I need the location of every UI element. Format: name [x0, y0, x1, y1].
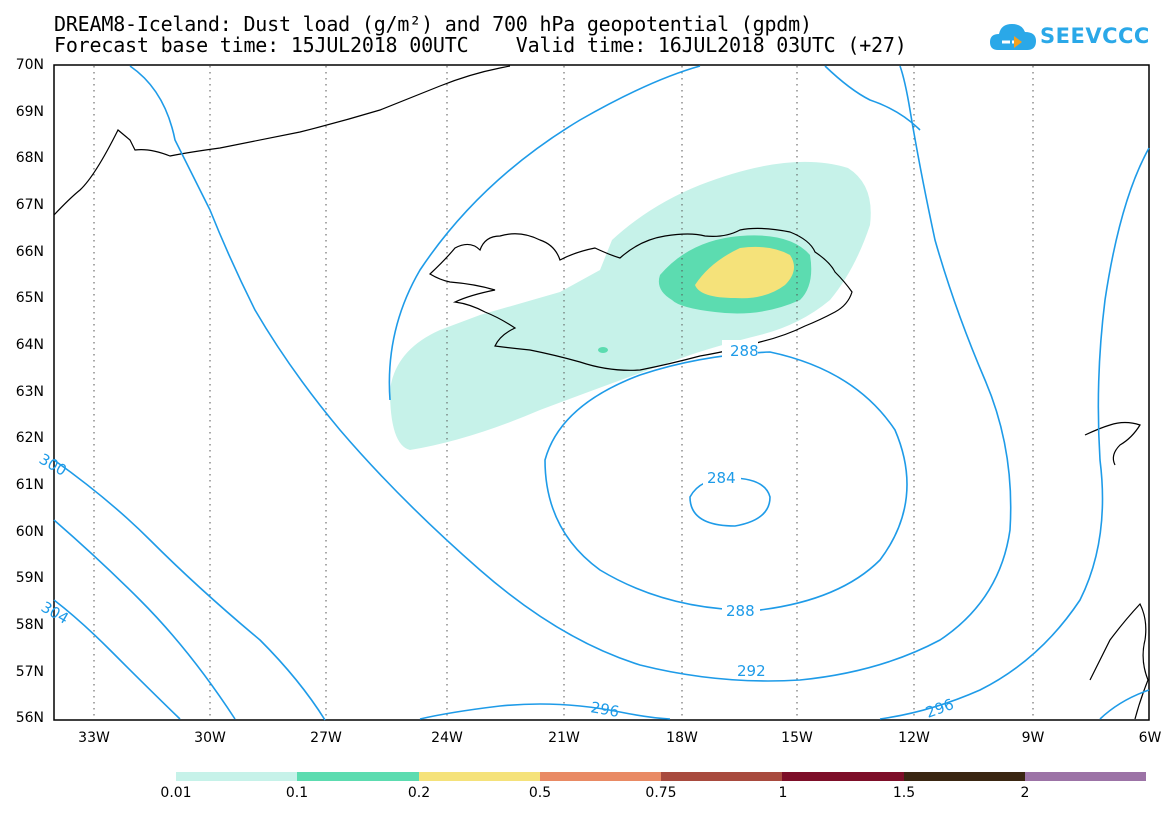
lon-label: 33W: [78, 730, 110, 746]
colorbar-segment: [176, 772, 298, 781]
lat-label: 69N: [15, 104, 44, 120]
colorbar-label: 1.5: [892, 785, 916, 801]
geopotential-contours: [53, 65, 1150, 721]
logo-text: SEEVCCC: [1040, 24, 1150, 48]
lat-label: 58N: [15, 617, 44, 633]
contour-label: 292: [737, 662, 766, 680]
contour-label: 288: [726, 602, 755, 620]
lat-label: 56N: [15, 710, 44, 726]
contour-296-south: [419, 703, 671, 720]
grid-lines: [93, 66, 1034, 719]
colorbar-label: 1: [778, 785, 788, 801]
dust-load-shading: [390, 161, 871, 451]
contour-se-corner: [1099, 689, 1150, 720]
dust-region-high: [695, 246, 794, 299]
contour-292: [129, 65, 1012, 682]
lat-label: 59N: [15, 570, 44, 586]
colorbar-segment: [418, 772, 540, 781]
lon-label: 12W: [898, 730, 930, 746]
lon-label: 9W: [1021, 730, 1045, 746]
lon-label: 18W: [666, 730, 698, 746]
contour-label: 296: [923, 695, 956, 722]
contour-296-se: [879, 147, 1150, 720]
seevccc-logo: SEEVCCC: [988, 18, 1149, 58]
colorbar-segment: [1025, 772, 1147, 781]
contour-label: 288: [730, 342, 759, 360]
dust-colorbar: [176, 772, 1147, 781]
colorbar-segment: [661, 772, 783, 781]
colorbar-segment: [903, 772, 1026, 781]
colorbar-label: 0.2: [407, 785, 431, 801]
contour-inner-292: [388, 65, 701, 401]
lat-label: 70N: [15, 57, 44, 73]
lon-label: 24W: [431, 730, 463, 746]
dust-spot: [598, 347, 608, 353]
colorbar-label: 2: [1020, 785, 1030, 801]
lon-label: 27W: [310, 730, 342, 746]
lon-label: 6W: [1138, 730, 1162, 746]
contour-label: 284: [707, 469, 736, 487]
colorbar-label: 0.5: [528, 785, 552, 801]
colorbar-segment: [297, 772, 419, 781]
dust-region-low: [390, 161, 871, 451]
lat-label: 67N: [15, 197, 44, 213]
lat-label: 66N: [15, 244, 44, 260]
colorbar-label: 0.75: [645, 785, 677, 801]
colorbar-segment: [782, 772, 904, 781]
contour-296a: [53, 459, 326, 721]
lat-label: 62N: [15, 430, 44, 446]
contour-label: 300: [36, 450, 70, 480]
lat-label: 63N: [15, 384, 44, 400]
colorbar-label: 0.1: [285, 785, 309, 801]
forecast-time-line: Forecast base time: 15JUL2018 00UTC Vali…: [54, 33, 907, 57]
lat-label: 61N: [15, 477, 44, 493]
map-frame: [53, 64, 1150, 721]
lat-label: 60N: [15, 524, 44, 540]
cloud-icon: [990, 24, 1036, 50]
lat-label: 65N: [15, 290, 44, 306]
map-title: DREAM8-Iceland: Dust load (g/m²) and 700…: [54, 12, 812, 36]
contour-296b: [824, 65, 921, 131]
contour-label: 296: [589, 698, 620, 721]
colorbar-label: 0.01: [160, 785, 192, 801]
contour-304: [53, 599, 181, 720]
lat-label: 68N: [15, 150, 44, 166]
lat-label: 64N: [15, 337, 44, 353]
contour-300: [53, 519, 236, 720]
colorbar-segment: [539, 772, 662, 781]
lon-label: 30W: [194, 730, 226, 746]
lon-label: 15W: [781, 730, 813, 746]
lat-label: 57N: [15, 664, 44, 680]
coastlines: [53, 65, 1149, 720]
contour-288: [544, 351, 908, 611]
lon-label: 21W: [548, 730, 580, 746]
